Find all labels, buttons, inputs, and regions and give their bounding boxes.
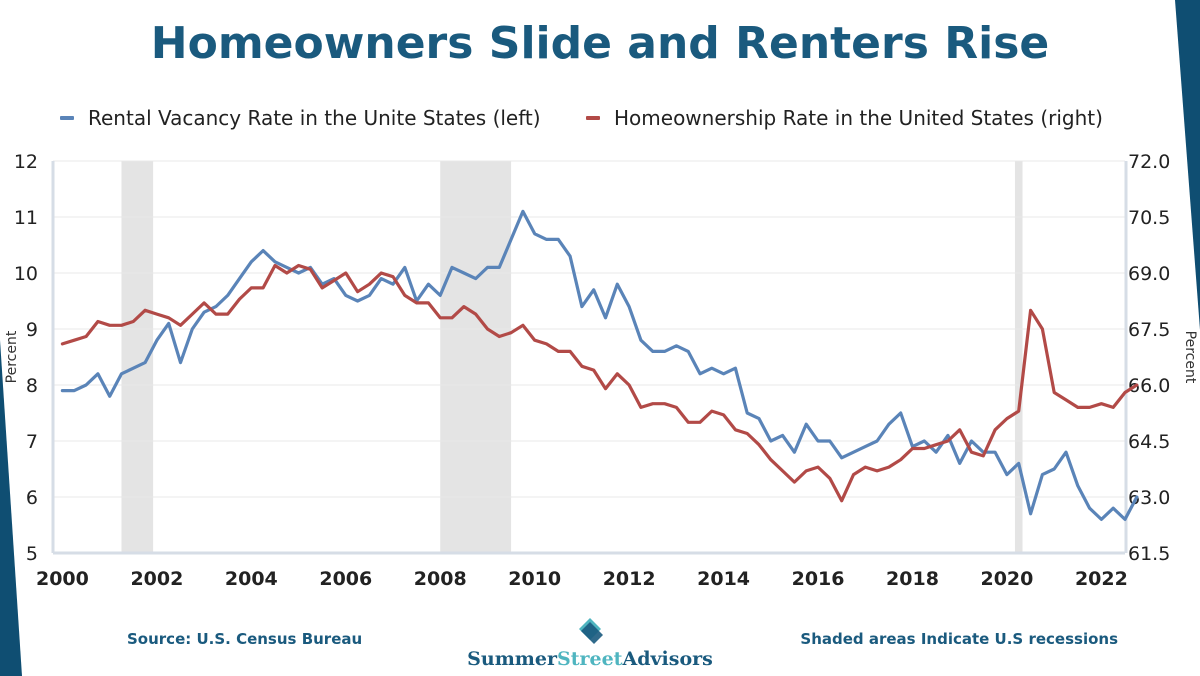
brand-name-part3: Advisors bbox=[622, 648, 713, 670]
x-tick-label: 2004 bbox=[225, 568, 278, 590]
y-left-tick-label: 11 bbox=[14, 207, 38, 229]
y-right-tick-label: 64.5 bbox=[1128, 431, 1170, 453]
legend-label-rental: Rental Vacancy Rate in the Unite States … bbox=[88, 106, 541, 130]
brand-name: SummerStreetAdvisors bbox=[440, 648, 740, 670]
y-right-tick-label: 66.0 bbox=[1128, 375, 1170, 397]
brand-name-part1: Summer bbox=[467, 648, 557, 670]
y-left-axis-title: Percent bbox=[4, 330, 20, 383]
y-left-tick-label: 8 bbox=[26, 375, 38, 397]
y-right-tick-label: 72.0 bbox=[1128, 151, 1170, 173]
x-tick-label: 2006 bbox=[319, 568, 372, 590]
recession-band-1 bbox=[440, 161, 512, 553]
y-right-tick-label: 63.0 bbox=[1128, 487, 1170, 509]
legend-item-homeownership: Homeownership Rate in the United States … bbox=[586, 106, 1103, 130]
x-tick-label: 2018 bbox=[886, 568, 939, 590]
y-right-tick-label: 70.5 bbox=[1128, 207, 1170, 229]
chart-title: Homeowners Slide and Renters Rise bbox=[150, 18, 1050, 69]
y-right-tick-label: 69.0 bbox=[1128, 263, 1170, 285]
legend: Rental Vacancy Rate in the Unite States … bbox=[0, 106, 1200, 136]
y-right-axis-title: Percent bbox=[1182, 331, 1198, 384]
legend-label-homeownership: Homeownership Rate in the United States … bbox=[614, 106, 1103, 130]
x-tick-label: 2022 bbox=[1075, 568, 1128, 590]
recession-band-2 bbox=[1014, 161, 1023, 553]
recession-note: Shaded areas Indicate U.S recessions bbox=[800, 630, 1118, 648]
y-left-tick-label: 5 bbox=[26, 543, 38, 565]
source-note: Source: U.S. Census Bureau bbox=[127, 630, 363, 648]
brand-name-part2: Street bbox=[557, 648, 623, 670]
y-left-tick-label: 12 bbox=[14, 151, 38, 173]
x-tick-label: 2014 bbox=[697, 568, 750, 590]
line-chart: 5 6 7 8 9 10 11 12 61.5 63.0 64.5 66.0 67.5 69.0 70.5 7… bbox=[4, 151, 1198, 590]
brand: SummerStreetAdvisors bbox=[440, 616, 740, 670]
brand-logo-icon bbox=[579, 618, 603, 644]
y-right-tick-label: 61.5 bbox=[1128, 543, 1170, 565]
x-tick-label: 2002 bbox=[130, 568, 183, 590]
rental-vacancy-line bbox=[60, 209, 1139, 521]
x-tick-label: 2020 bbox=[980, 568, 1033, 590]
homeownership-line bbox=[60, 263, 1139, 503]
x-tick-label: 2016 bbox=[792, 568, 845, 590]
x-tick-label: 2012 bbox=[603, 568, 656, 590]
legend-swatch-homeownership bbox=[586, 116, 600, 120]
y-left-tick-label: 6 bbox=[26, 487, 38, 509]
y-right-tick-label: 67.5 bbox=[1128, 319, 1170, 341]
x-tick-label: 2000 bbox=[36, 568, 89, 590]
legend-swatch-rental bbox=[60, 116, 74, 120]
x-tick-label: 2010 bbox=[508, 568, 561, 590]
right-edge-bar bbox=[1175, 0, 1200, 330]
legend-item-rental: Rental Vacancy Rate in the Unite States … bbox=[60, 106, 541, 130]
left-edge-bar bbox=[0, 340, 22, 676]
x-tick-label: 2008 bbox=[414, 568, 467, 590]
y-left-tick-label: 7 bbox=[26, 431, 38, 453]
y-left-tick-label: 10 bbox=[14, 263, 38, 285]
y-left-tick-label: 9 bbox=[26, 319, 38, 341]
